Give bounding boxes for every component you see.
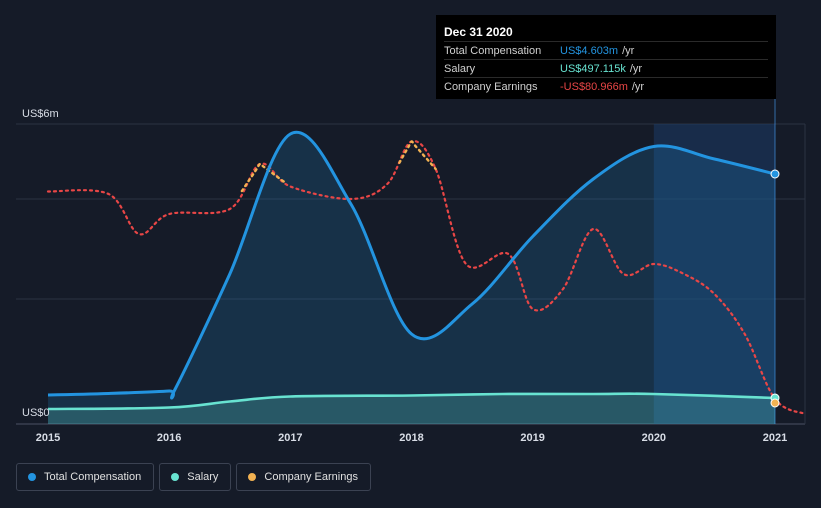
highlight-band-rect	[653, 124, 775, 424]
x-tick-label: 2019	[520, 432, 544, 444]
tooltip-label: Salary	[444, 62, 476, 75]
legend-label: Total Compensation	[44, 471, 142, 483]
line-salary	[47, 392, 776, 411]
legend-label: Company Earnings	[264, 471, 358, 483]
line-earnings-highlight	[240, 162, 286, 193]
x-tick-label: 2016	[157, 432, 181, 444]
legend-item-salary[interactable]: Salary	[159, 463, 232, 491]
tooltip-value: -US$80.966m	[560, 80, 628, 93]
x-axis-labels: 2015 2016 2017 2018 2019 2020 2021	[36, 432, 787, 444]
tooltip-row-earnings: Company Earnings -US$80.966m /yr	[444, 77, 768, 95]
tooltip-row-total: Total Compensation US$4.603m /yr	[444, 41, 768, 59]
legend-dot-icon	[171, 473, 180, 481]
tooltip-label: Total Compensation	[444, 44, 542, 57]
marker-earnings	[770, 398, 780, 408]
tooltip-row-salary: Salary US$497.115k /yr	[444, 59, 768, 77]
tooltip-value: US$497.115k	[560, 62, 626, 75]
x-tick-label: 2018	[399, 432, 423, 444]
tooltip-unit: /yr	[629, 62, 643, 75]
legend-item-total-compensation[interactable]: Total Compensation	[16, 463, 155, 491]
tooltip-value: US$4.603m	[560, 44, 619, 57]
y-axis-labels: US$6m US$0	[22, 108, 59, 419]
area-salary	[48, 393, 775, 424]
series-areas	[48, 132, 775, 424]
line-total	[47, 130, 776, 400]
x-tick-label: 2015	[36, 432, 60, 444]
line-earnings	[46, 140, 807, 416]
tooltip-label: Company Earnings	[444, 80, 538, 93]
marker-total	[770, 169, 780, 179]
legend-item-company-earnings[interactable]: Company Earnings	[236, 463, 371, 491]
legend-dot-icon	[248, 473, 257, 481]
line-earnings-highlight	[398, 140, 437, 171]
legend-label: Salary	[187, 471, 219, 483]
x-tick-label: 2021	[763, 432, 787, 444]
tooltip-unit: /yr	[631, 80, 645, 93]
x-tick-label: 2020	[642, 432, 666, 444]
y-tick-label: US$0	[22, 407, 50, 419]
x-tick-label: 2017	[278, 432, 302, 444]
series-lines	[46, 130, 807, 416]
chart-tooltip: Dec 31 2020 Total Compensation US$4.603m…	[436, 15, 776, 99]
end-markers	[770, 169, 780, 408]
highlight-band	[653, 99, 776, 424]
y-tick-label: US$6m	[22, 108, 59, 120]
area-total	[48, 132, 775, 424]
tooltip-unit: /yr	[622, 44, 635, 57]
chart-legend: Total Compensation Salary Company Earnin…	[16, 463, 376, 491]
tooltip-date: Dec 31 2020	[444, 25, 513, 39]
legend-dot-icon	[28, 473, 36, 481]
